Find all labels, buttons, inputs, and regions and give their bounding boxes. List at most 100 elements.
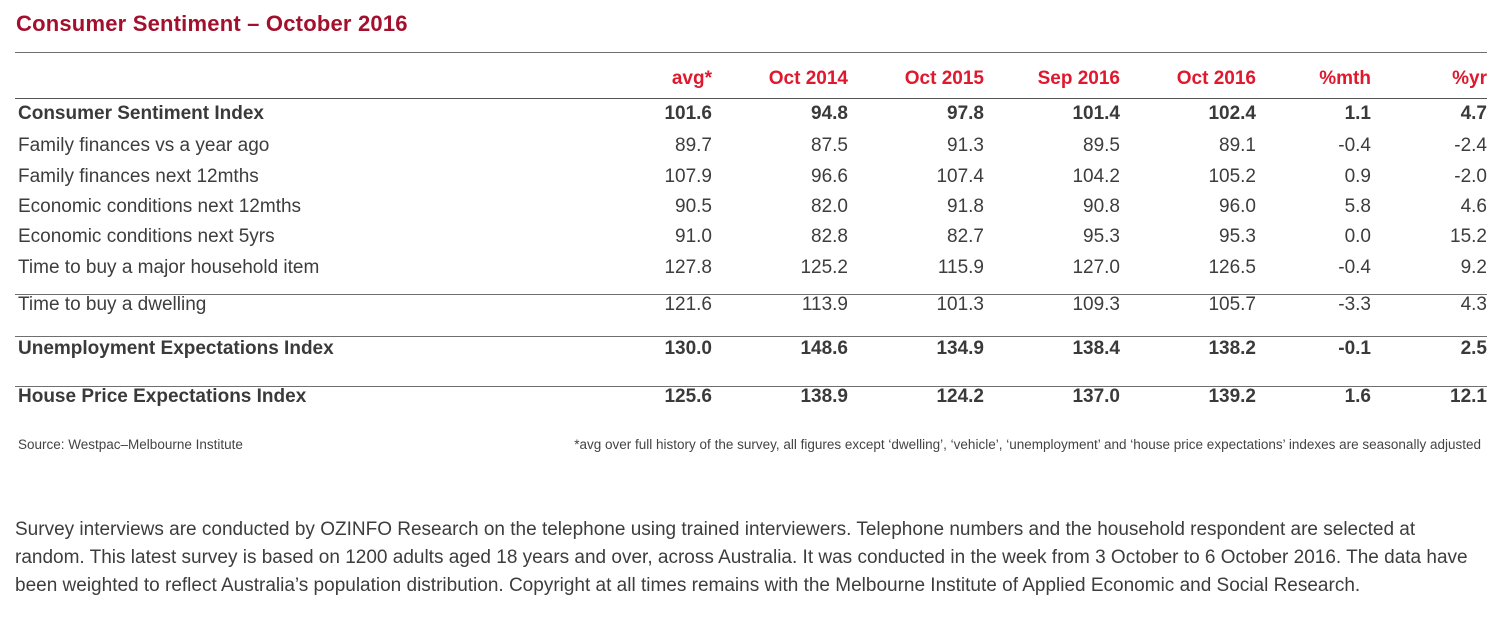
row-value: 127.8 <box>664 256 712 278</box>
table-row: Family finances vs a year ago 89.7 87.5 91.… <box>15 130 1487 161</box>
table-row: Family finances next 12mths 107.9 96.6 107.… <box>15 161 1487 192</box>
row-value: 121.6 <box>664 293 712 315</box>
row-label: Time to buy a major household item <box>18 256 320 278</box>
column-header: %mth <box>1319 68 1371 89</box>
source-note: Source: Westpac–Melbourne Institute <box>18 437 243 452</box>
row-value: 126.5 <box>1208 256 1256 278</box>
row-value: 12.1 <box>1450 386 1487 407</box>
row-value: 127.0 <box>1072 256 1120 278</box>
table-row: Unemployment Expectations Index 130.0 148.… <box>15 326 1487 372</box>
row-value: 87.5 <box>811 134 848 156</box>
table-row: Time to buy a major household item 127.8 1… <box>15 252 1487 283</box>
row-value: -0.4 <box>1338 134 1371 156</box>
avg-footnote: *avg over full history of the survey, al… <box>574 437 1481 452</box>
row-value: 134.9 <box>936 338 984 359</box>
row-value: 90.8 <box>1083 196 1120 217</box>
row-label: Time to buy a dwelling <box>18 293 207 315</box>
row-value: 139.2 <box>1208 386 1256 407</box>
row-value: 91.3 <box>947 134 984 156</box>
row-label: House Price Expectations Index <box>18 386 307 407</box>
row-value: 89.7 <box>675 134 712 156</box>
column-header: Oct 2015 <box>904 68 984 89</box>
row-value: 138.2 <box>1208 338 1256 359</box>
row-value: -2.4 <box>1454 134 1487 156</box>
row-value: 1.6 <box>1344 386 1371 407</box>
row-value: 109.3 <box>1072 293 1120 315</box>
row-value: -2.0 <box>1454 165 1487 187</box>
row-value: 82.7 <box>947 226 984 247</box>
row-value: 91.0 <box>675 226 712 247</box>
sentiment-table: avg* Oct 2014 Oct 2015 Sep 2016 Oct 2016… <box>15 60 1487 422</box>
row-value: 96.0 <box>1219 196 1256 217</box>
row-value: 4.6 <box>1460 196 1487 217</box>
header-rule <box>15 98 1487 99</box>
row-value: 138.4 <box>1072 338 1120 359</box>
row-value: 107.9 <box>664 165 712 187</box>
table-row: Economic conditions next 12mths 90.5 82.0 9… <box>15 192 1487 222</box>
row-value: 0.9 <box>1344 165 1371 187</box>
row-label: Unemployment Expectations Index <box>18 338 334 359</box>
column-header: Oct 2014 <box>768 68 848 89</box>
table-body: Consumer Sentiment Index 101.6 94.8 97.8 101… <box>15 98 1487 422</box>
row-value: 0.0 <box>1344 226 1371 247</box>
row-value: 138.9 <box>800 386 848 407</box>
row-value: 5.8 <box>1344 196 1371 217</box>
row-value: 130.0 <box>664 338 712 359</box>
row-value: -3.3 <box>1338 293 1371 315</box>
row-value: 82.8 <box>811 226 848 247</box>
row-value: 97.8 <box>947 103 984 124</box>
row-label: Consumer Sentiment Index <box>18 103 264 124</box>
row-value: 90.5 <box>675 196 712 217</box>
row-value: 107.4 <box>936 165 984 187</box>
row-value: 96.6 <box>811 165 848 187</box>
row-value: 124.2 <box>936 386 984 407</box>
row-value: -0.4 <box>1338 256 1371 278</box>
row-value: 4.7 <box>1460 103 1487 124</box>
table-row: Consumer Sentiment Index 101.6 94.8 97.8 101… <box>15 98 1487 130</box>
row-value: 125.6 <box>664 386 712 407</box>
row-value: 115.9 <box>937 256 984 278</box>
row-value: 94.8 <box>811 103 848 124</box>
row-label: Family finances vs a year ago <box>18 134 270 156</box>
header-row: avg* Oct 2014 Oct 2015 Sep 2016 Oct 2016… <box>15 60 1487 98</box>
row-value: 91.8 <box>947 196 984 217</box>
row-value: 95.3 <box>1083 226 1120 247</box>
methodology-paragraph: Survey interviews are conducted by OZINF… <box>15 519 1468 596</box>
table-row: Time to buy a dwelling 121.6 113.9 101.3 109… <box>15 283 1487 326</box>
row-value: 105.2 <box>1208 165 1256 187</box>
row-value: 89.5 <box>1083 134 1120 156</box>
column-header: Oct 2016 <box>1176 68 1256 89</box>
row-value: 9.2 <box>1460 256 1487 278</box>
rule-after-unemployment <box>15 386 1487 387</box>
rule-after-household <box>15 294 1487 295</box>
row-value: 89.1 <box>1219 134 1256 156</box>
row-value: 4.3 <box>1460 293 1487 315</box>
row-value: 2.5 <box>1460 338 1487 359</box>
row-value: 102.4 <box>1208 103 1256 124</box>
table-row: House Price Expectations Index 125.6 138.9… <box>15 372 1487 422</box>
row-value: 101.6 <box>664 103 712 124</box>
row-value: -0.1 <box>1338 338 1371 359</box>
row-label: Economic conditions next 5yrs <box>18 226 275 247</box>
column-header: avg* <box>671 68 712 89</box>
row-value: 105.7 <box>1208 293 1256 315</box>
row-value: 95.3 <box>1219 226 1256 247</box>
rule-after-dwelling <box>15 336 1487 337</box>
row-value: 101.4 <box>1072 103 1120 124</box>
page-title: Consumer Sentiment – October 2016 <box>16 11 408 36</box>
row-value: 148.6 <box>800 338 848 359</box>
column-header: Sep 2016 <box>1037 68 1120 89</box>
row-label: Economic conditions next 12mths <box>18 196 302 217</box>
row-value: 101.3 <box>936 293 984 315</box>
column-header: %yr <box>1452 68 1487 89</box>
table-row: Economic conditions next 5yrs 91.0 82.8 82.… <box>15 222 1487 252</box>
row-label: Family finances next 12mths <box>18 165 259 187</box>
row-value: 1.1 <box>1344 103 1371 124</box>
row-value: 125.2 <box>800 256 848 278</box>
row-value: 15.2 <box>1450 226 1487 247</box>
row-value: 104.2 <box>1072 165 1120 187</box>
row-value: 137.0 <box>1072 386 1120 407</box>
header-blank <box>15 60 475 98</box>
top-rule <box>15 52 1487 53</box>
row-value: 113.9 <box>801 293 848 315</box>
